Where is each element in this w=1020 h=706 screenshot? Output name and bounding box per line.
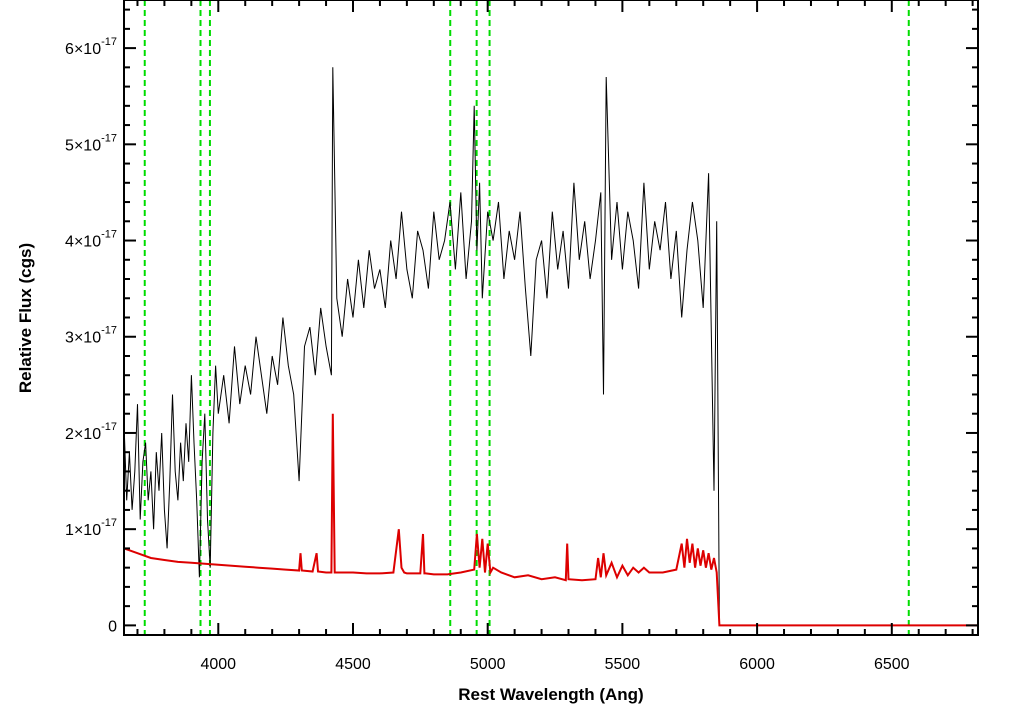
y-tick-label: 3×10-17: [65, 325, 117, 347]
x-tick-label: 5500: [605, 656, 641, 673]
y-tick-label: 0: [108, 618, 117, 635]
x-tick-label: 4000: [200, 656, 236, 673]
y-tick-label: 6×10-17: [65, 36, 117, 58]
y-tick-label: 1×10-17: [65, 517, 117, 539]
series-line-1: [123, 413, 978, 627]
y-tick-label: 4×10-17: [65, 229, 117, 251]
x-tick-label: 5000: [470, 656, 506, 673]
x-tick-label: 6000: [739, 656, 775, 673]
series-line-0: [123, 67, 720, 626]
x-tick-label: 4500: [335, 656, 371, 673]
axis-ticks: [124, 0, 978, 635]
x-tick-label: 6500: [874, 656, 910, 673]
reference-lines: [143, 0, 910, 635]
plot-frame: [123, 0, 979, 636]
tick-labels: 4000 4500 5000 5500 6000 6500 0 1×10-17 2×10-17 3…: [65, 36, 910, 673]
y-tick-label: 2×10-17: [65, 421, 117, 443]
x-axis-title: Rest Wavelength (Ang): [458, 685, 643, 704]
y-tick-label: 5×10-17: [65, 132, 117, 154]
series-layer: [123, 67, 978, 627]
y-axis-title: Relative Flux (cgs): [16, 243, 35, 393]
